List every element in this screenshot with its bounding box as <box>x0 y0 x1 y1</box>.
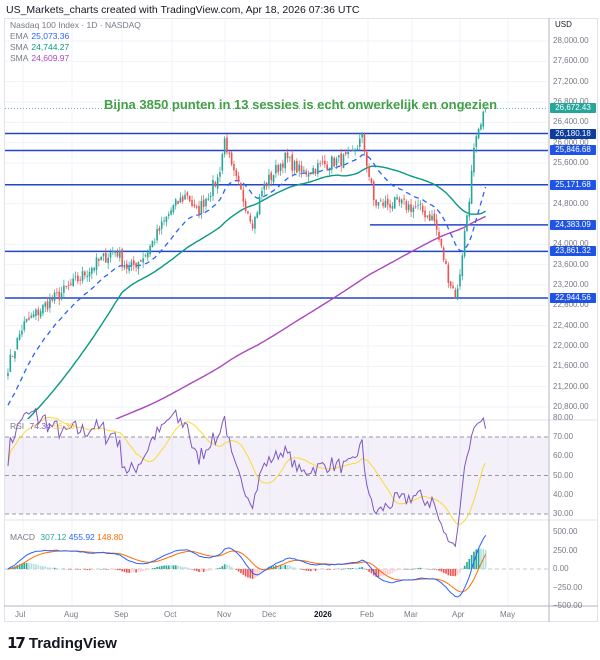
macd-tick: 250.00 <box>553 545 578 555</box>
price-tick: 22,000.00 <box>553 341 589 350</box>
price-level-tag[interactable]: 26,672.43 <box>550 103 596 114</box>
macd-tick: −500.00 <box>553 601 583 610</box>
time-tick: Apr <box>452 610 465 619</box>
currency-label[interactable]: USD <box>555 20 572 29</box>
price-tick: 21,600.00 <box>553 361 589 371</box>
tradingview-mark-icon: 17 <box>7 634 26 652</box>
brand-name: TradingView <box>28 634 117 652</box>
rsi-tick: 40.00 <box>553 489 574 499</box>
price-tick: 22,800.00 <box>553 300 589 310</box>
rsi-tick: 60.00 <box>553 451 574 461</box>
price-tick: 20,800.00 <box>553 402 589 411</box>
time-tick: Feb <box>360 610 374 619</box>
sma-purple-legend[interactable]: SMA 24,609.97 <box>10 53 70 63</box>
price-level-tag[interactable]: 23,861.32 <box>550 246 596 257</box>
price-tick: 28,000.00 <box>553 36 589 45</box>
chart-annotation[interactable]: Bijna 3850 punten in 13 sessies is echt … <box>104 97 498 112</box>
price-level-tag[interactable]: 26,180.18 <box>550 128 596 139</box>
price-tick: 24,800.00 <box>553 198 589 208</box>
price-tick: 26,800.00 <box>553 97 589 106</box>
macd-legend[interactable]: MACD 307.12 455.92 148.80 <box>10 532 124 542</box>
time-tick: Sep <box>114 610 129 619</box>
chart-caption: US_Markets_charts created with TradingVi… <box>6 4 360 16</box>
time-tick: Aug <box>64 610 79 619</box>
rsi-legend[interactable]: RSI 74.34 56.38 <box>10 421 75 431</box>
tradingview-logo[interactable]: 17 TradingView <box>7 634 117 652</box>
price-tick: 26,400.00 <box>553 117 589 127</box>
price-tick: 26,000.00 <box>553 137 589 147</box>
rsi-tick: 70.00 <box>553 432 574 441</box>
time-tick: Oct <box>164 610 177 619</box>
price-tick: 27,200.00 <box>553 76 589 86</box>
price-tick: 23,200.00 <box>553 280 589 289</box>
price-level-tag[interactable]: 25,171.68 <box>550 179 596 190</box>
ema-legend[interactable]: EMA 25,073.36 <box>10 31 70 41</box>
price-tick: 27,600.00 <box>553 56 589 66</box>
time-tick: Dec <box>262 610 277 619</box>
rsi-tick: 80.00 <box>553 412 574 422</box>
symbol-title[interactable]: Nasdaq 100 Index · 1D · NASDAQ <box>10 20 141 30</box>
main-legend: Nasdaq 100 Index · 1D · NASDAQ EMA 25,073… <box>10 20 141 64</box>
chart-frame <box>4 18 598 622</box>
price-tick: 21,200.00 <box>553 381 589 391</box>
price-level-tag[interactable]: 24,383.09 <box>550 219 596 230</box>
price-tick: 22,400.00 <box>553 320 589 330</box>
sma-green-legend[interactable]: SMA 24,744.27 <box>10 42 70 52</box>
price-level-tag[interactable]: 22,944.56 <box>550 292 596 303</box>
macd-tick: −250.00 <box>553 582 583 592</box>
rsi-tick: 50.00 <box>553 470 574 480</box>
time-tick: Mar <box>404 610 418 619</box>
time-tick: Nov <box>217 610 232 619</box>
macd-tick: 0.00 <box>553 564 569 573</box>
time-tick: May <box>500 610 516 619</box>
price-tick: 24,000.00 <box>553 239 589 249</box>
macd-tick: 500.00 <box>553 527 578 536</box>
time-tick: 2026 <box>314 610 332 619</box>
price-level-tag[interactable]: 25,846.68 <box>550 145 596 156</box>
time-tick: Jul <box>15 610 26 619</box>
price-tick: 25,600.00 <box>553 158 589 167</box>
rsi-tick: 30.00 <box>553 509 574 518</box>
price-tick: 23,600.00 <box>553 259 589 269</box>
